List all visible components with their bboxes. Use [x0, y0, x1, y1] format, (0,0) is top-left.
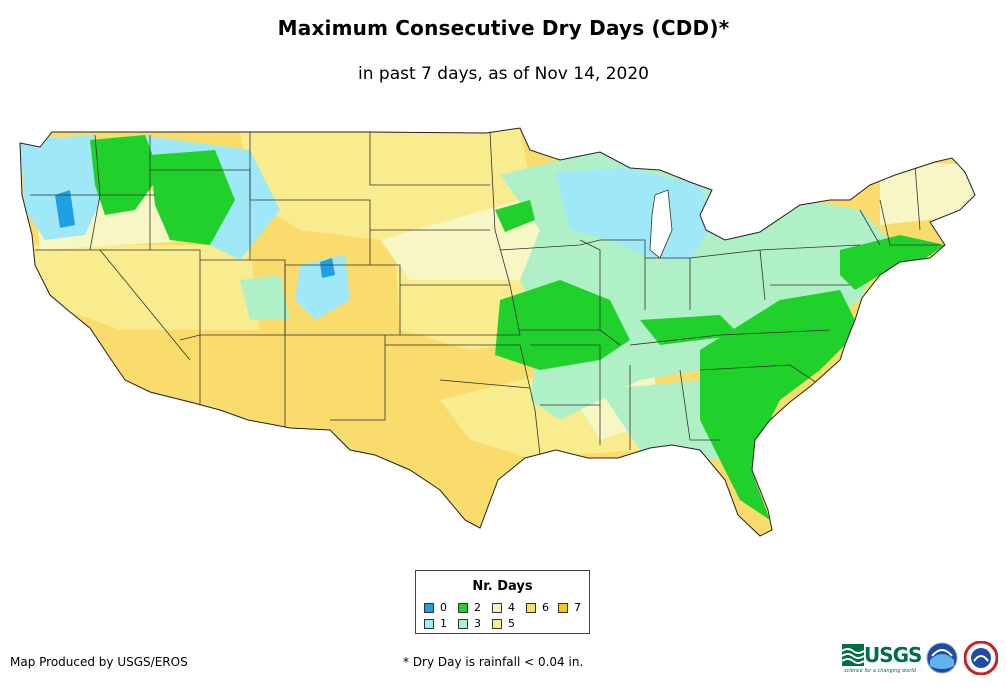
lake-michigan: [649, 189, 673, 259]
legend-item-5: 5: [492, 617, 515, 630]
region-3-days-utah: [240, 275, 290, 320]
map-title: Maximum Consecutive Dry Days (CDD)*: [277, 16, 730, 40]
map-subtitle: in past 7 days, as of Nov 14, 2020: [358, 64, 649, 84]
region-0-days-cascades: [55, 190, 75, 228]
legend-label: 2: [474, 601, 481, 614]
usgs-tagline: science for a changing world: [844, 668, 916, 674]
legend-swatch: [424, 602, 434, 613]
region-2-days-carolinas-florida: [700, 290, 860, 520]
legend-item-4: 4: [492, 601, 515, 614]
nws-logo-icon: [964, 641, 998, 675]
dry-days-fill: [20, 128, 975, 536]
legend-swatch: [526, 602, 536, 613]
legend-item-3: 3: [458, 617, 481, 630]
region-1-day-colorado: [295, 255, 350, 320]
legend-item-6: 6: [526, 601, 549, 614]
region-2-days-minnesota: [495, 200, 535, 232]
usgs-wave-icon: [842, 644, 864, 666]
region-2-days-kentucky: [640, 315, 740, 345]
legend-item-2: 2: [458, 601, 481, 614]
legend-item-0: 0: [424, 601, 447, 614]
region-2-days-northeast: [840, 235, 945, 290]
agency-logos: USGS science for a changing world: [842, 640, 1002, 680]
legend-label: 1: [440, 617, 447, 630]
legend-swatch: [458, 618, 468, 629]
legend-swatch: [558, 602, 568, 613]
noaa-logo-icon: [926, 642, 958, 674]
footnote: * Dry Day is rainfall < 0.04 in.: [403, 655, 584, 669]
legend-swatch: [492, 602, 502, 613]
state-boundaries: [30, 131, 940, 456]
legend-label: 5: [508, 617, 515, 630]
region-2-days-missouri: [495, 280, 630, 370]
legend-label: 6: [542, 601, 549, 614]
us-outline: [19, 127, 976, 537]
region-0-days-rockies: [320, 258, 335, 278]
legend-label: 7: [574, 601, 581, 614]
region-5-days-west: [30, 245, 260, 330]
legend-title: Nr. Days: [472, 579, 533, 594]
legend-item-7: 7: [558, 601, 581, 614]
legend-label: 0: [440, 601, 447, 614]
legend-swatch: [492, 618, 502, 629]
region-2-days-idaho: [150, 150, 235, 245]
legend-item-1: 1: [424, 617, 447, 630]
map-credit: Map Produced by USGS/EROS: [10, 655, 188, 669]
region-4-days-maine: [880, 160, 975, 225]
legend: Nr. Days 0 1 2 3 4 5 6 7: [415, 570, 590, 634]
region-1-day-great-lakes: [555, 168, 712, 260]
legend-label: 4: [508, 601, 515, 614]
usgs-logo-text: USGS: [864, 643, 922, 667]
region-1-day-washington: [20, 135, 110, 240]
legend-label: 3: [474, 617, 481, 630]
legend-swatch: [458, 602, 468, 613]
legend-swatch: [424, 618, 434, 629]
